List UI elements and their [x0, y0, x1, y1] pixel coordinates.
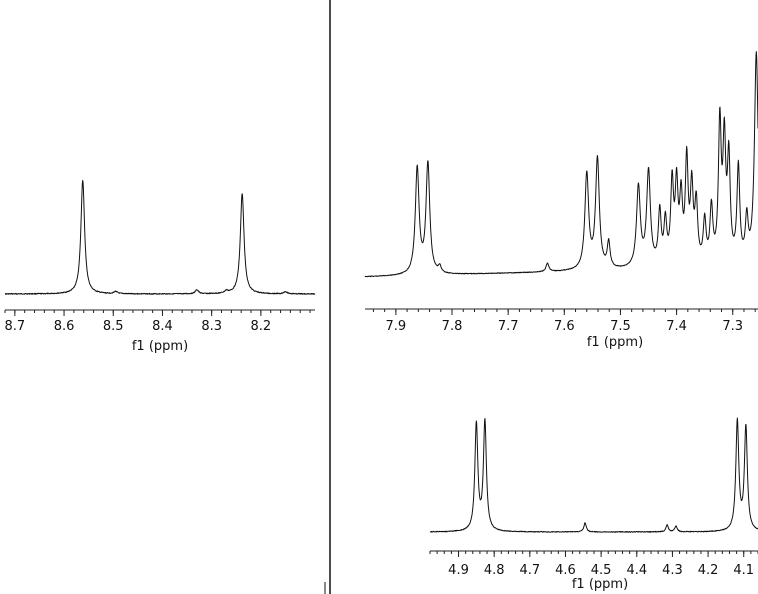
tick-group-3: 4.9 4.8 4.7 4.6 4.5 4.4 4.3 4.2 4.1 — [429, 551, 758, 578]
tick-label: 4.1 — [733, 563, 754, 578]
tick-label: 8.6 — [54, 319, 75, 334]
tick-label: 4.9 — [448, 563, 469, 578]
tick-label: 7.3 — [722, 319, 743, 334]
tick-label: 7.8 — [442, 319, 463, 334]
tick-label: 7.5 — [610, 319, 631, 334]
tick-label: 4.2 — [698, 563, 719, 578]
spectrum-panel-3: 4.9 4.8 4.7 4.6 4.5 4.4 4.3 4.2 4.1 f1 (ppm) — [429, 417, 758, 592]
tick-label: 7.6 — [554, 319, 575, 334]
tick-label: 4.7 — [519, 563, 540, 578]
tick-label: 8.4 — [152, 319, 173, 334]
axis-title-3: f1 (ppm) — [572, 577, 628, 592]
tick-label: 8.5 — [103, 319, 124, 334]
spectrum-trace-2 — [364, 51, 758, 278]
spectrum-panel-1: 8.7 8.6 8.5 8.4 8.3 8.2 f1 (ppm) — [4, 179, 316, 354]
spectrum-panel-2: 7.9 7.8 7.7 7.6 7.5 7.4 7.3 f1 (ppm) — [364, 51, 758, 350]
tick-label: 8.2 — [251, 319, 272, 334]
tick-label: 4.5 — [591, 563, 612, 578]
spectrum-trace-3 — [429, 417, 758, 533]
axis-title-2: f1 (ppm) — [587, 335, 643, 350]
axis-title-1: f1 (ppm) — [132, 339, 188, 354]
tick-label: 7.7 — [498, 319, 519, 334]
tick-label: 4.8 — [484, 563, 505, 578]
tick-label: 4.4 — [626, 563, 647, 578]
tick-label: 7.4 — [666, 319, 687, 334]
spectrum-trace-1 — [4, 179, 316, 295]
tick-group-1: 8.7 8.6 8.5 8.4 8.3 8.2 — [4, 310, 311, 334]
tick-label: 8.7 — [4, 319, 25, 334]
tick-label: 8.3 — [201, 319, 222, 334]
tick-label: 4.6 — [555, 563, 576, 578]
tick-label: 7.9 — [386, 319, 407, 334]
tick-label: 4.3 — [662, 563, 683, 578]
tick-group-2: 7.9 7.8 7.7 7.6 7.5 7.4 7.3 — [372, 309, 756, 334]
